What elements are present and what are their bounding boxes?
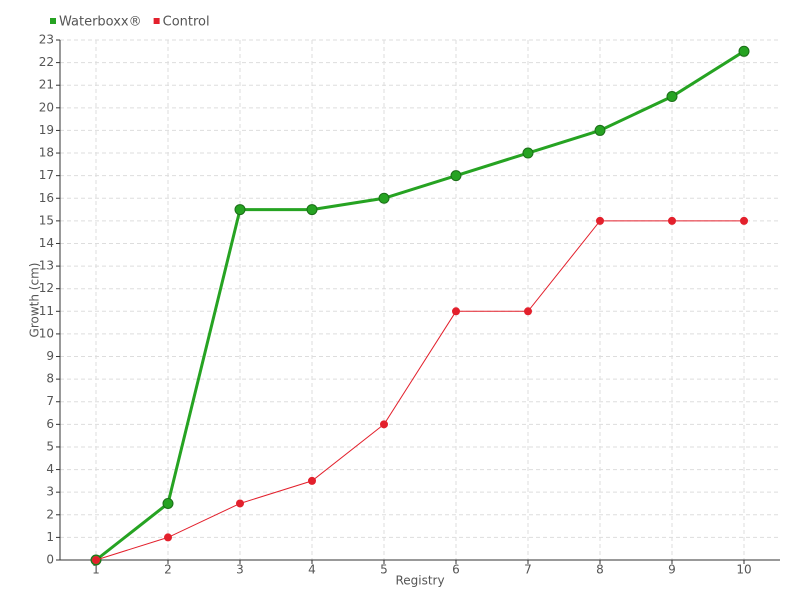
y-tick-label: 17 bbox=[39, 168, 54, 182]
y-tick-label: 7 bbox=[46, 394, 54, 408]
legend-label: Control bbox=[163, 15, 210, 30]
x-tick-label: 6 bbox=[452, 563, 460, 577]
y-tick-label: 23 bbox=[39, 33, 54, 47]
x-axis-label: Registry bbox=[395, 574, 444, 588]
y-tick-label: 9 bbox=[46, 349, 54, 363]
y-tick-label: 6 bbox=[46, 417, 54, 431]
data-point bbox=[524, 307, 532, 316]
series-line bbox=[95, 50, 745, 562]
y-tick-label: 16 bbox=[39, 191, 54, 205]
data-point bbox=[666, 91, 678, 103]
series-line bbox=[95, 220, 744, 561]
y-tick-label: 2 bbox=[46, 507, 54, 521]
data-point bbox=[740, 216, 748, 225]
x-tick-label: 5 bbox=[380, 563, 388, 577]
data-point bbox=[164, 533, 172, 542]
y-tick-label: 21 bbox=[39, 78, 54, 92]
y-tick-label: 20 bbox=[39, 100, 54, 114]
y-tick-label: 5 bbox=[46, 439, 54, 453]
y-tick-label: 10 bbox=[39, 326, 54, 340]
x-tick-label: 1 bbox=[92, 563, 100, 577]
y-tick-label: 1 bbox=[46, 530, 54, 544]
x-tick-label: 10 bbox=[736, 563, 751, 577]
data-point bbox=[234, 204, 246, 216]
data-point bbox=[308, 476, 316, 485]
data-point bbox=[378, 192, 390, 204]
data-point bbox=[306, 204, 318, 216]
data-point bbox=[162, 497, 174, 509]
y-tick-label: 3 bbox=[46, 485, 54, 499]
y-tick-label: 15 bbox=[39, 213, 54, 227]
y-tick-label: 4 bbox=[46, 462, 54, 476]
data-point bbox=[380, 420, 388, 429]
data-point bbox=[594, 124, 606, 136]
y-tick-label: 11 bbox=[39, 304, 54, 318]
y-tick-label: 8 bbox=[46, 372, 54, 386]
data-point bbox=[92, 556, 100, 564]
y-tick-label: 19 bbox=[39, 123, 54, 137]
y-tick-label: 12 bbox=[39, 281, 54, 295]
data-point bbox=[450, 170, 462, 182]
x-tick-label: 2 bbox=[164, 563, 172, 577]
x-tick-label: 8 bbox=[596, 563, 604, 577]
data-point bbox=[738, 45, 750, 57]
data-point bbox=[596, 216, 604, 225]
x-tick-label: 7 bbox=[524, 563, 532, 577]
y-tick-label: 13 bbox=[39, 259, 54, 273]
data-point bbox=[236, 499, 244, 508]
y-tick-label: 14 bbox=[39, 236, 54, 250]
legend-label: Waterboxx® bbox=[59, 15, 142, 30]
x-tick-label: 3 bbox=[236, 563, 244, 577]
y-tick-label: 22 bbox=[39, 55, 54, 69]
legend-swatch bbox=[153, 18, 160, 24]
data-point bbox=[668, 216, 676, 225]
y-tick-label: 18 bbox=[39, 146, 54, 160]
y-tick-label: 0 bbox=[46, 553, 54, 567]
x-tick-label: 4 bbox=[308, 563, 316, 577]
data-point bbox=[452, 307, 460, 316]
y-axis-label: Growth (cm) bbox=[28, 263, 42, 338]
x-tick-label: 9 bbox=[668, 563, 676, 577]
legend-swatch bbox=[50, 18, 56, 24]
data-point bbox=[522, 147, 534, 159]
